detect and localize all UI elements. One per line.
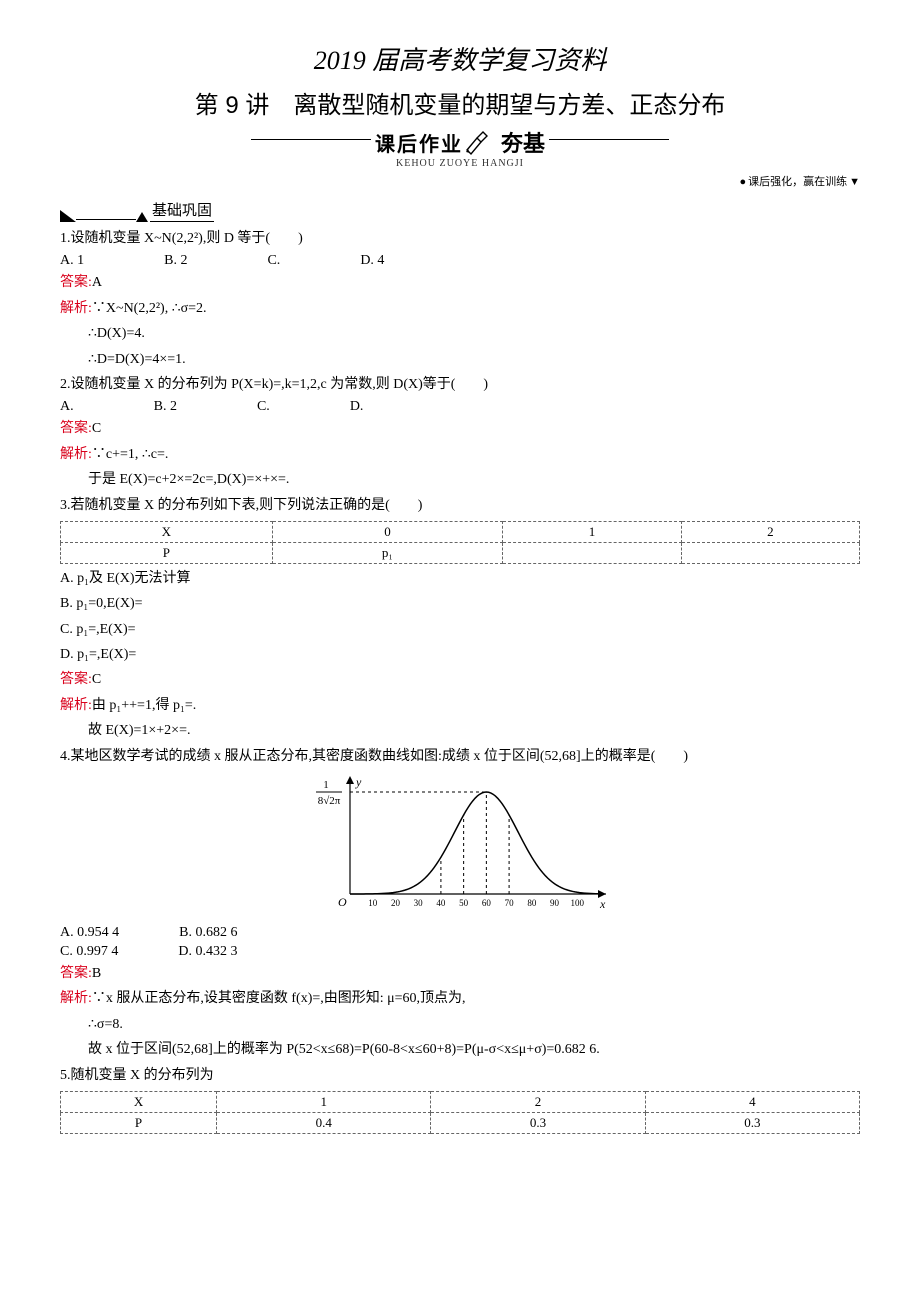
q2-opt-d: D. bbox=[350, 399, 364, 415]
svg-text:y: y bbox=[355, 775, 362, 789]
q5-cell-1: 0.4 bbox=[217, 1112, 431, 1133]
q2-options: A. B. 2 C. D. bbox=[60, 399, 860, 415]
q2-analysis-1: 解析:∵c+=1, ∴c=. bbox=[60, 444, 860, 466]
q3-th-1: 1 bbox=[503, 521, 681, 542]
q1-opt-d: D. 4 bbox=[360, 253, 384, 269]
q5-stem: 5.随机变量 X 的分布列为 bbox=[60, 1065, 860, 1087]
q1-analysis-1: 解析:∵X~N(2,2²), ∴σ=2. bbox=[60, 298, 860, 320]
svg-text:40: 40 bbox=[436, 898, 446, 908]
q3-analysis-1: 解析:由 p₁++=1,得 p₁=. bbox=[60, 695, 860, 717]
q2-opt-b: B. 2 bbox=[154, 399, 177, 415]
svg-text:70: 70 bbox=[505, 898, 515, 908]
q5-th-4: 4 bbox=[645, 1091, 859, 1112]
q1-options: A. 1 B. 2 C. D. 4 bbox=[60, 253, 860, 269]
q1-analysis-3: ∴D=D(X)=4×=1. bbox=[60, 349, 860, 371]
q3-analysis-2: 故 E(X)=1×+2×=. bbox=[60, 720, 860, 742]
q3-th-2: 2 bbox=[681, 521, 859, 542]
q5-table: X 1 2 4 P 0.4 0.3 0.3 bbox=[60, 1091, 860, 1134]
q1-opt-c: C. bbox=[267, 253, 280, 269]
q1-answer: 答案:A bbox=[60, 272, 860, 294]
banner-pinyin: KEHOU ZUOYE HANGJI bbox=[60, 158, 860, 169]
svg-text:80: 80 bbox=[527, 898, 537, 908]
svg-text:1: 1 bbox=[323, 779, 329, 791]
hand-writing-icon bbox=[463, 128, 497, 156]
q3-opt-b: B. p₁=0,E(X)= bbox=[60, 593, 860, 615]
q2-answer: 答案:C bbox=[60, 418, 860, 440]
q1-opt-a: A. 1 bbox=[60, 253, 84, 269]
q1-analysis-2: ∴D(X)=4. bbox=[60, 323, 860, 345]
q3-row-p: P bbox=[61, 542, 273, 563]
svg-text:10: 10 bbox=[368, 898, 378, 908]
flag-icon bbox=[60, 210, 76, 222]
q4-analysis-3: 故 x 位于区间(52,68]上的概率为 P(52<x≤68)=P(60-8<x… bbox=[60, 1039, 860, 1061]
svg-text:50: 50 bbox=[459, 898, 469, 908]
svg-text:100: 100 bbox=[571, 898, 585, 908]
q3-opt-c: C. p₁=,E(X)= bbox=[60, 619, 860, 641]
q4-analysis-2: ∴σ=8. bbox=[60, 1014, 860, 1036]
banner-note: ●课后强化，赢在训练▼ bbox=[60, 173, 860, 189]
q5-th-x: X bbox=[61, 1091, 217, 1112]
svg-text:O: O bbox=[338, 895, 347, 909]
doc-title-main: 2019 届高考数学复习资料 bbox=[60, 40, 860, 77]
q5-row-p: P bbox=[61, 1112, 217, 1133]
svg-text:30: 30 bbox=[414, 898, 424, 908]
q4-chart: Ox y 10 20 30 40 50 60 70 80 90 100 1 8√2π bbox=[60, 774, 860, 919]
q4-stem: 4.某地区数学考试的成绩 x 服从正态分布,其密度函数曲线如图:成绩 x 位于区… bbox=[60, 746, 860, 768]
q3-table: X 0 1 2 P p₁ bbox=[60, 521, 860, 564]
q4-analysis-1: 解析:∵x 服从正态分布,设其密度函数 f(x)=,由图形知: μ=60,顶点为… bbox=[60, 988, 860, 1010]
q5-cell-2: 0.3 bbox=[431, 1112, 645, 1133]
q5-th-1: 1 bbox=[217, 1091, 431, 1112]
q3-stem: 3.若随机变量 X 的分布列如下表,则下列说法正确的是( ) bbox=[60, 495, 860, 517]
q2-opt-a: A. bbox=[60, 399, 74, 415]
q4-answer: 答案:B bbox=[60, 963, 860, 985]
q4-options-row2: C. 0.997 4 D. 0.432 3 bbox=[60, 944, 860, 960]
q5-cell-4: 0.3 bbox=[645, 1112, 859, 1133]
q2-opt-c: C. bbox=[257, 399, 270, 415]
q1-stem: 1.设随机变量 X~N(2,2²),则 D 等于( ) bbox=[60, 228, 860, 250]
q4-options-row1: A. 0.954 4 B. 0.682 6 bbox=[60, 925, 860, 941]
q2-stem: 2.设随机变量 X 的分布列为 P(X=k)=,k=1,2,c 为常数,则 D(… bbox=[60, 374, 860, 396]
q4-opt-b: B. 0.682 6 bbox=[179, 925, 237, 941]
svg-text:90: 90 bbox=[550, 898, 560, 908]
q4-opt-c: C. 0.997 4 bbox=[60, 944, 118, 960]
svg-text:8√2π: 8√2π bbox=[318, 795, 341, 807]
q3-cell-0: p₁ bbox=[272, 542, 503, 563]
q3-cell-1 bbox=[503, 542, 681, 563]
q3-th-0: 0 bbox=[272, 521, 503, 542]
q2-analysis-2: 于是 E(X)=c+2×=2c=,D(X)=×+×=. bbox=[60, 469, 860, 491]
q5-th-2: 2 bbox=[431, 1091, 645, 1112]
svg-text:x: x bbox=[599, 897, 606, 911]
svg-text:60: 60 bbox=[482, 898, 492, 908]
q3-answer: 答案:C bbox=[60, 669, 860, 691]
doc-title-sub: 第 9 讲 离散型随机变量的期望与方差、正态分布 bbox=[60, 85, 860, 120]
q1-opt-b: B. 2 bbox=[164, 253, 187, 269]
q4-opt-d: D. 0.432 3 bbox=[178, 944, 237, 960]
q3-cell-2 bbox=[681, 542, 859, 563]
q3-opt-a: A. p₁及 E(X)无法计算 bbox=[60, 568, 860, 590]
q4-opt-a: A. 0.954 4 bbox=[60, 925, 119, 941]
svg-text:20: 20 bbox=[391, 898, 401, 908]
banner: 课后作业 夯基 KEHOU ZUOYE HANGJI bbox=[60, 126, 860, 169]
q3-opt-d: D. p₁=,E(X)= bbox=[60, 644, 860, 666]
section-label: 基础巩固 bbox=[150, 199, 214, 222]
banner-right: 夯基 bbox=[501, 126, 545, 158]
banner-text: 课后作业 bbox=[375, 128, 463, 157]
section-header: 基础巩固 bbox=[60, 199, 860, 222]
triangle-icon bbox=[136, 212, 148, 222]
q3-th-x: X bbox=[61, 521, 273, 542]
